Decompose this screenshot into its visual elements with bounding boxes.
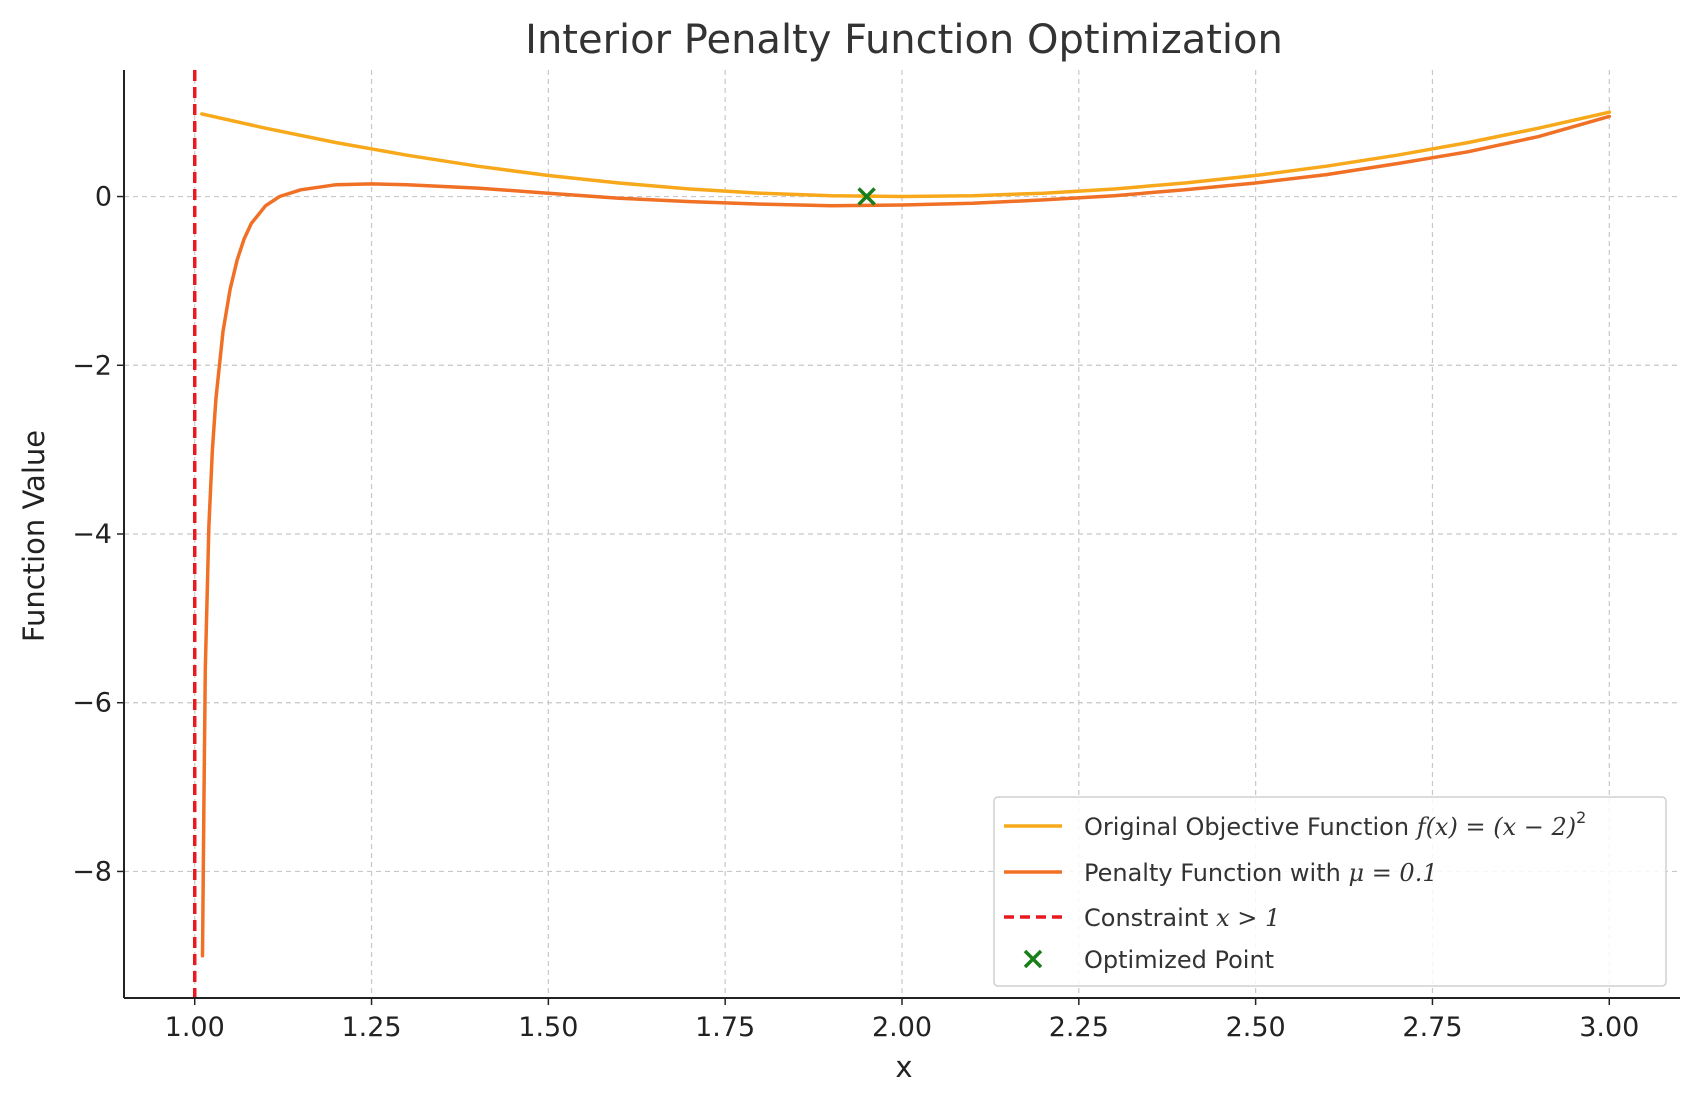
penalty-function-line (200, 114, 1612, 958)
tick-labels: 1.00 1.25 1.50 1.75 2.00 2.25 2.50 2.75 3.00 −8 −6… (72, 182, 1639, 1043)
y-tick-label: −8 (72, 856, 112, 887)
x-tick-label: 2.00 (872, 1012, 932, 1043)
x-tick-label: 2.25 (1049, 1012, 1109, 1043)
x-tick-label: 2.75 (1402, 1012, 1462, 1043)
y-tick-label: −2 (72, 350, 112, 381)
legend-label-original: Original Objective Function f(x) = (x − … (1084, 808, 1586, 841)
legend-marker-optimized (1023, 949, 1043, 969)
axes (117, 70, 1680, 1005)
optimized-point-marker (857, 187, 876, 206)
y-tick-label: −6 (72, 688, 112, 719)
x-axis-label: x (895, 1050, 912, 1084)
y-tick-label: 0 (95, 182, 112, 213)
legend-label-constraint: Constraint x > 1 (1084, 904, 1280, 932)
marker-stroke (857, 187, 876, 206)
x-tick-label: 2.50 (1226, 1012, 1286, 1043)
original-objective-line (200, 110, 1612, 199)
x-tick-label: 3.00 (1579, 1012, 1639, 1043)
legend-label-optimized: Optimized Point (1084, 946, 1274, 974)
series-layer (192, 70, 1612, 998)
x-tick-label: 1.75 (695, 1012, 755, 1043)
x-tick-label: 1.00 (165, 1012, 225, 1043)
legend-label-penalty: Penalty Function with μ = 0.1 (1084, 859, 1438, 887)
legend-box (993, 796, 1667, 987)
x-tick-label: 1.50 (518, 1012, 578, 1043)
legend: Original Objective Function f(x) = (x − … (993, 796, 1667, 987)
chart-title: Interior Penalty Function Optimization (525, 17, 1283, 63)
x-tick-label: 1.25 (341, 1012, 401, 1043)
y-axis-label: Function Value (17, 430, 51, 642)
y-tick-label: −4 (72, 519, 112, 550)
